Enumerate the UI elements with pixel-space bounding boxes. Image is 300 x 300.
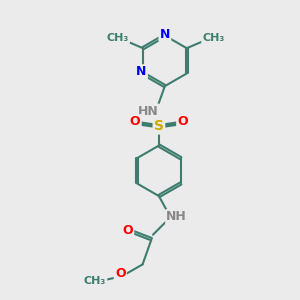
Text: O: O xyxy=(130,115,140,128)
Text: NH: NH xyxy=(167,210,187,224)
Text: CH₃: CH₃ xyxy=(84,276,106,286)
Text: O: O xyxy=(177,115,188,128)
Text: CH₃: CH₃ xyxy=(202,33,225,43)
Text: S: S xyxy=(154,119,164,133)
Text: O: O xyxy=(115,267,126,280)
Text: CH₃: CH₃ xyxy=(106,33,129,43)
Text: O: O xyxy=(122,224,133,237)
Text: N: N xyxy=(160,28,170,40)
Text: HN: HN xyxy=(138,105,159,118)
Text: N: N xyxy=(136,65,147,79)
